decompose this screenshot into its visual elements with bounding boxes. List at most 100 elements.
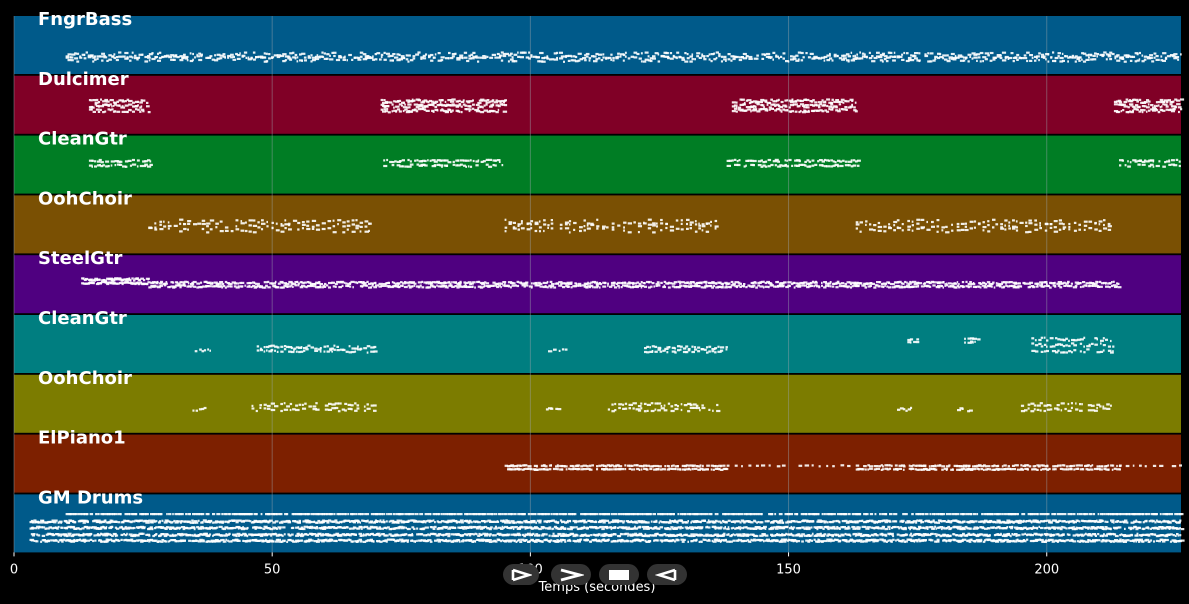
note: [708, 345, 712, 348]
note: [611, 226, 615, 229]
note: [430, 513, 432, 516]
note: [1068, 222, 1071, 226]
note: [809, 513, 811, 516]
note: [148, 534, 151, 537]
note: [745, 109, 748, 112]
note: [36, 540, 39, 543]
note: [934, 468, 938, 471]
note: [192, 52, 194, 56]
note: [1086, 348, 1090, 351]
note: [403, 281, 407, 284]
note: [644, 58, 649, 61]
note: [379, 513, 383, 516]
note: [169, 527, 173, 530]
note: [187, 513, 191, 516]
note: [386, 513, 388, 516]
note: [1112, 284, 1117, 287]
note: [873, 465, 877, 468]
note: [643, 222, 647, 225]
note: [222, 527, 227, 531]
note: [56, 539, 58, 542]
note: [786, 159, 788, 162]
note: [442, 513, 445, 516]
note: [556, 51, 559, 54]
note: [677, 286, 682, 289]
note: [398, 58, 403, 61]
note: [382, 110, 386, 113]
note: [880, 283, 884, 286]
note: [114, 534, 117, 538]
note: [406, 281, 409, 284]
note: [556, 56, 558, 60]
note: [799, 281, 803, 285]
note: [760, 107, 765, 111]
note: [235, 225, 238, 228]
note: [1083, 351, 1086, 354]
note: [614, 409, 617, 412]
note: [296, 60, 299, 63]
note: [725, 346, 728, 349]
note: [359, 55, 363, 58]
note: [768, 106, 772, 109]
note: [216, 513, 220, 516]
note: [415, 110, 419, 113]
note: [163, 534, 168, 538]
note: [1014, 513, 1018, 516]
note: [546, 55, 549, 58]
note: [691, 468, 694, 471]
note: [142, 164, 147, 168]
note: [550, 219, 553, 222]
note: [417, 99, 422, 102]
note: [1154, 104, 1156, 107]
note: [914, 57, 918, 60]
note: [1103, 227, 1108, 230]
note: [497, 108, 500, 111]
track-band: [14, 494, 1181, 553]
note: [646, 403, 651, 406]
note: [1072, 286, 1078, 289]
note: [666, 351, 669, 354]
note: [636, 464, 639, 467]
note: [398, 110, 402, 113]
note: [898, 55, 903, 58]
note: [510, 464, 515, 467]
note: [324, 285, 327, 288]
note: [1020, 467, 1023, 470]
note: [1161, 105, 1163, 108]
note: [1060, 343, 1064, 346]
note: [664, 349, 666, 352]
note: [694, 467, 698, 470]
note: [102, 103, 107, 106]
note: [266, 404, 271, 408]
note: [1107, 225, 1112, 228]
note: [954, 54, 957, 58]
note: [883, 58, 887, 61]
note: [255, 513, 258, 516]
note: [1056, 282, 1060, 285]
note: [393, 106, 395, 109]
note: [594, 513, 598, 516]
note: [691, 465, 695, 468]
note: [307, 344, 311, 347]
note: [235, 534, 238, 538]
note: [492, 159, 497, 162]
note: [445, 57, 450, 60]
note: [588, 282, 591, 285]
note: [458, 99, 461, 102]
note: [373, 345, 377, 349]
note: [1084, 513, 1087, 516]
note: [319, 347, 322, 350]
note: [407, 60, 410, 63]
note: [1135, 98, 1139, 101]
note: [242, 526, 244, 529]
note: [114, 526, 117, 529]
note: [762, 164, 766, 167]
note: [741, 108, 744, 111]
note: [590, 223, 595, 227]
note: [588, 57, 592, 60]
note: [999, 513, 1002, 516]
note: [1065, 468, 1069, 471]
note: [1083, 228, 1086, 231]
note: [776, 99, 779, 102]
note: [462, 99, 465, 102]
